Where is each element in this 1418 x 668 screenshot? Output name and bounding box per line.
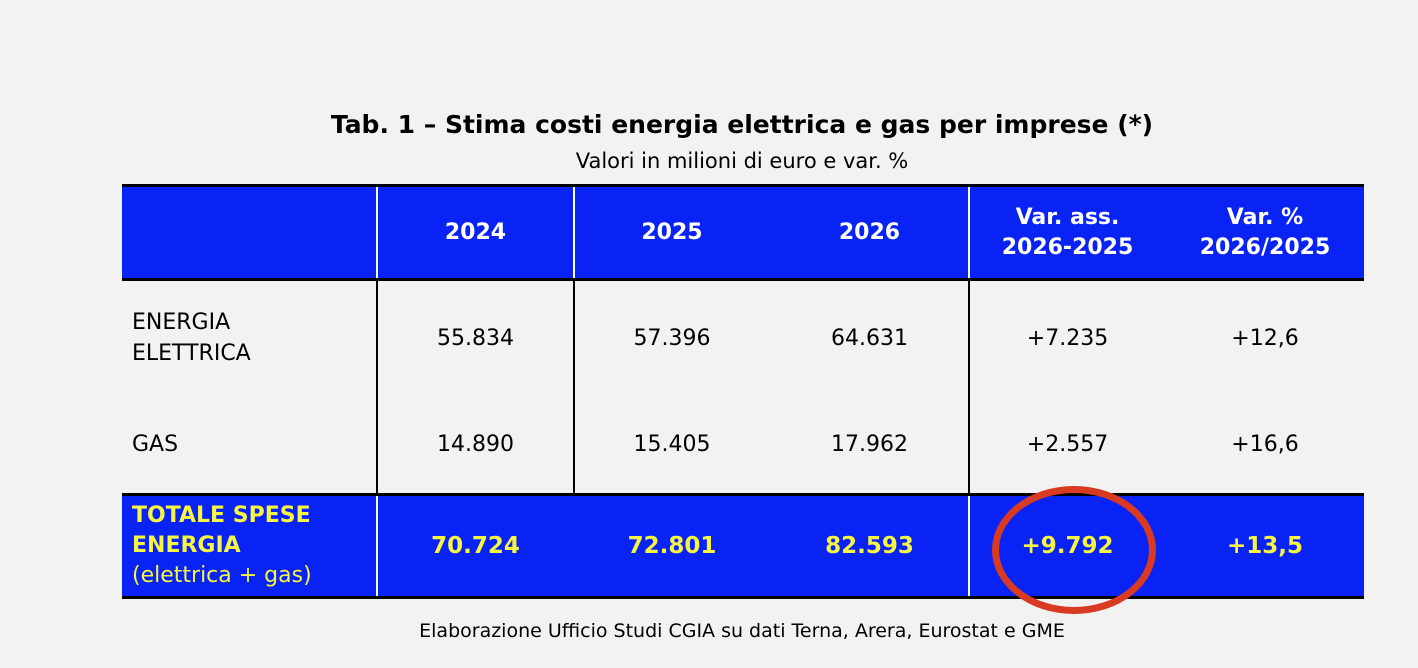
divider (376, 496, 378, 596)
header-cell-label (122, 187, 377, 278)
label-line: ELETTRICA (132, 341, 251, 366)
value-cell: 64.631 (831, 325, 908, 351)
value-cell: +2.557 (1026, 431, 1109, 457)
header-line: Var. ass. (1015, 204, 1120, 230)
divider (376, 395, 378, 493)
value-cell: +7.235 (1026, 325, 1109, 351)
total-cell: 70.724 (431, 533, 520, 559)
divider (376, 187, 378, 278)
value-cell: 17.962 (831, 431, 908, 457)
table-subtitle: Valori in milioni di euro e var. % (575, 149, 909, 173)
divider (573, 187, 575, 278)
header-cell-var-pct: Var. % 2026/2025 (1166, 187, 1364, 278)
header-line: 2026/2025 (1199, 234, 1331, 260)
value-cell: 55.834 (437, 325, 514, 351)
highlight-circle (992, 486, 1156, 614)
source-note: Elaborazione Ufficio Studi CGIA su dati … (419, 620, 1065, 642)
divider (968, 281, 970, 395)
header-cell-2024: 2024 (444, 219, 507, 245)
header-cell-2026: 2026 (838, 219, 901, 245)
header-line: Var. % (1226, 204, 1304, 230)
total-label: TOTALE SPESE ENERGIA (elettrica + gas) (122, 496, 377, 596)
label-line: ENERGIA (132, 533, 241, 558)
total-cell: +13,5 (1226, 533, 1304, 559)
total-row: TOTALE SPESE ENERGIA (elettrica + gas) 70.… (122, 493, 1364, 599)
label-line: (elettrica + gas) (132, 563, 312, 588)
value-cell: +12,6 (1231, 325, 1299, 351)
label-line: TOTALE SPESE (132, 503, 311, 528)
row-label: ENERGIA ELETTRICA (122, 281, 377, 395)
divider (573, 395, 575, 493)
value-cell: 15.405 (633, 431, 711, 457)
divider (573, 281, 575, 395)
table-row: ENERGIA ELETTRICA 55.834 57.396 64.631 +7… (122, 281, 1364, 395)
value-cell: 57.396 (633, 325, 711, 351)
divider (376, 281, 378, 395)
header-row: 2024 2025 2026 Var. ass. 2026-2025 Var. %… (122, 184, 1364, 281)
header-cell-2025: 2025 (641, 219, 703, 245)
divider (968, 187, 970, 278)
table-row: GAS 14.890 15.405 17.962 +2.557 +16,6 (122, 395, 1364, 493)
value-cell: +16,6 (1231, 431, 1299, 457)
divider (968, 496, 970, 596)
label-line: ENERGIA (132, 310, 231, 335)
total-cell: 82.593 (825, 533, 914, 559)
header-cell-var-ass: Var. ass. 2026-2025 (969, 187, 1166, 278)
total-cell: 72.801 (627, 533, 717, 559)
value-cell: 14.890 (437, 431, 514, 457)
row-label: GAS (132, 431, 179, 457)
divider (968, 395, 970, 493)
table-title: Tab. 1 – Stima costi energia elettrica e… (330, 110, 1154, 139)
header-line: 2026-2025 (1001, 234, 1134, 260)
